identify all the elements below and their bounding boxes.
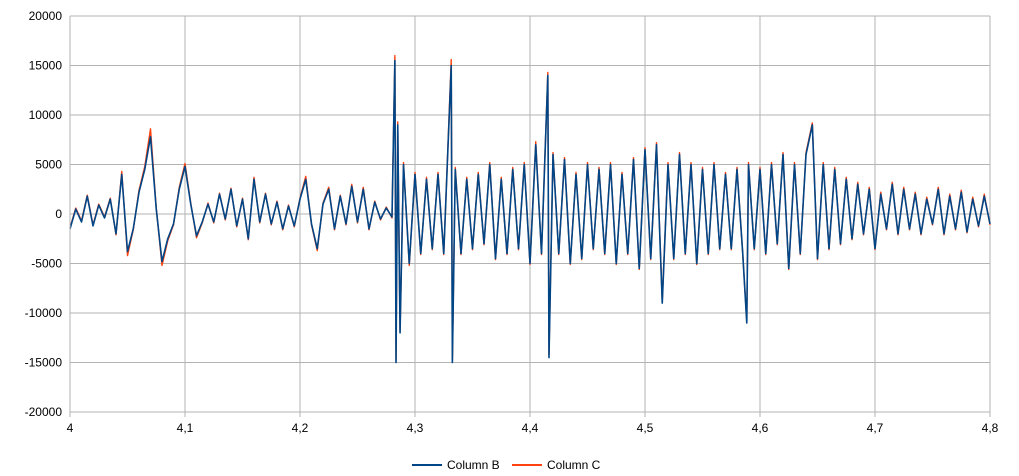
x-tick-label: 4,6 <box>752 421 769 435</box>
x-tick-label: 4,2 <box>292 421 309 435</box>
legend: Column B Column C <box>412 458 601 472</box>
y-tick-label: -15000 <box>25 356 63 370</box>
y-tick-label: 20000 <box>29 9 63 23</box>
x-tick-label: 4,7 <box>867 421 884 435</box>
axes <box>69 16 991 417</box>
x-axis-ticks: 4 4,1 4,2 4,3 4,4 4,5 4,6 4,7 4,8 <box>67 421 999 435</box>
x-tick-label: 4,4 <box>522 421 539 435</box>
x-tick-label: 4,5 <box>637 421 654 435</box>
y-tick-label: 15000 <box>29 59 63 73</box>
y-tick-label: 5000 <box>35 158 62 172</box>
y-tick-label: -5000 <box>31 257 62 271</box>
x-tick-label: 4,1 <box>177 421 194 435</box>
legend-label-column-c: Column C <box>547 458 601 472</box>
x-tick-label: 4,8 <box>982 421 999 435</box>
legend-label-column-b: Column B <box>447 458 500 472</box>
y-tick-label: -20000 <box>25 405 63 419</box>
y-tick-label: 0 <box>55 207 62 221</box>
y-tick-label: 10000 <box>29 108 63 122</box>
x-tick-label: 4,3 <box>407 421 424 435</box>
series-line-column-b <box>69 59 991 364</box>
y-axis-ticks: 20000 15000 10000 5000 0 -5000 -10000 -15000 -20… <box>25 9 63 419</box>
x-tick-label: 4 <box>67 421 74 435</box>
series-lines <box>69 54 991 364</box>
y-tick-label: -10000 <box>25 306 63 320</box>
